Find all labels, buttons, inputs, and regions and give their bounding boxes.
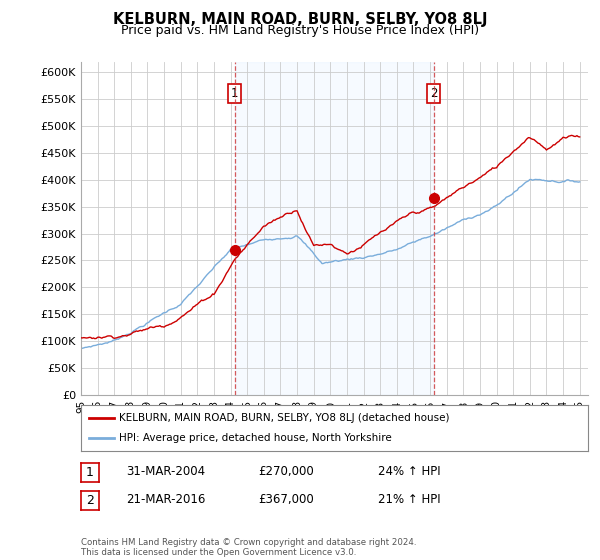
Text: 1: 1	[231, 87, 239, 100]
Text: 31-MAR-2004: 31-MAR-2004	[126, 465, 205, 478]
Text: 1: 1	[86, 465, 94, 479]
Text: KELBURN, MAIN ROAD, BURN, SELBY, YO8 8LJ (detached house): KELBURN, MAIN ROAD, BURN, SELBY, YO8 8LJ…	[119, 413, 449, 423]
Text: HPI: Average price, detached house, North Yorkshire: HPI: Average price, detached house, Nort…	[119, 433, 392, 443]
Text: 2: 2	[86, 493, 94, 507]
Text: 24% ↑ HPI: 24% ↑ HPI	[378, 465, 440, 478]
Text: KELBURN, MAIN ROAD, BURN, SELBY, YO8 8LJ: KELBURN, MAIN ROAD, BURN, SELBY, YO8 8LJ	[113, 12, 487, 27]
Text: 2: 2	[430, 87, 437, 100]
Text: Price paid vs. HM Land Registry's House Price Index (HPI): Price paid vs. HM Land Registry's House …	[121, 24, 479, 37]
Text: £270,000: £270,000	[258, 465, 314, 478]
Text: 21% ↑ HPI: 21% ↑ HPI	[378, 493, 440, 506]
Bar	[235, 62, 434, 395]
Text: Contains HM Land Registry data © Crown copyright and database right 2024.
This d: Contains HM Land Registry data © Crown c…	[81, 538, 416, 557]
Text: £367,000: £367,000	[258, 493, 314, 506]
Text: 21-MAR-2016: 21-MAR-2016	[126, 493, 205, 506]
